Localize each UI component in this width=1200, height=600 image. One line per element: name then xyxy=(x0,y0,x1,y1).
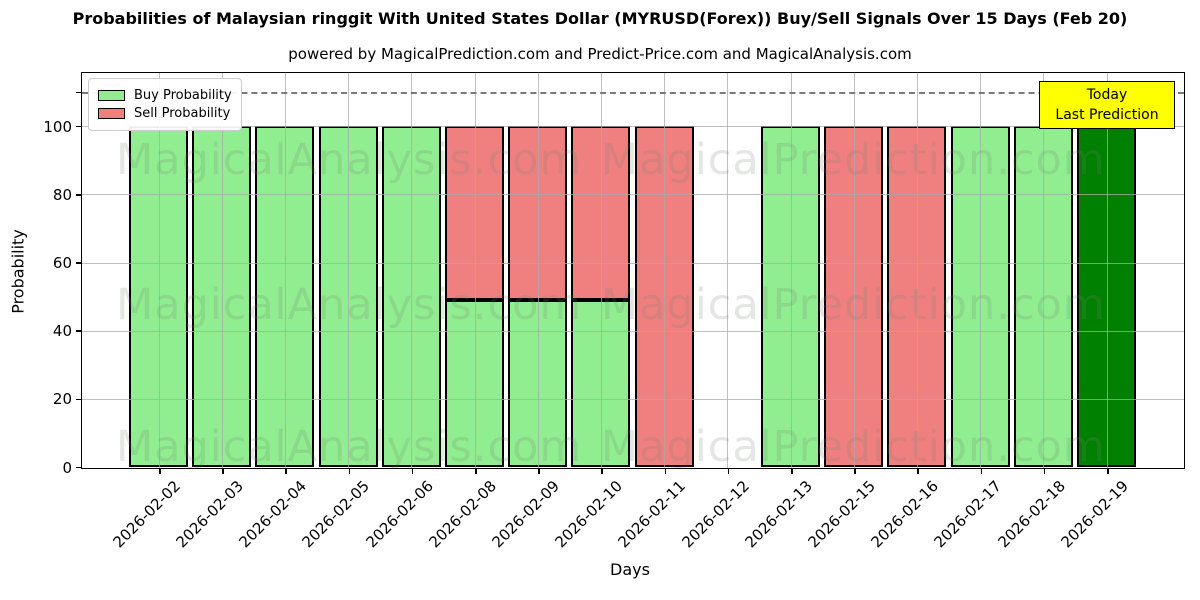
today-annotation-box: Today Last Prediction xyxy=(1039,81,1175,129)
watermark-layer: MagicalAnalysis.com MagicalPrediction.com… xyxy=(82,73,1184,468)
vertical-gridline xyxy=(221,73,223,468)
chart-title: Probabilities of Malaysian ringgit With … xyxy=(72,9,1128,28)
x-axis-title: Days xyxy=(610,560,650,579)
y-tick xyxy=(76,330,81,332)
gridlines-layer xyxy=(82,73,1184,468)
x-tick-label: 2026-02-19 xyxy=(1057,477,1132,552)
x-tick-label: 2026-02-15 xyxy=(804,477,879,552)
y-axis-title: Probability xyxy=(8,229,28,314)
horizontal-gridline xyxy=(82,126,1184,128)
x-tick xyxy=(222,469,224,474)
legend: Buy Probability Sell Probability xyxy=(88,78,242,131)
y-tick xyxy=(76,466,81,469)
sell-swatch-icon xyxy=(98,108,125,119)
legend-item-buy: Buy Probability xyxy=(98,88,232,103)
x-tick-label: 2026-02-13 xyxy=(741,477,816,552)
x-tick-label: 2026-02-11 xyxy=(614,477,690,552)
x-tick xyxy=(1107,469,1109,474)
y-tick xyxy=(76,194,81,196)
y-tick-minor xyxy=(76,91,81,94)
legend-item-sell: Sell Probability xyxy=(98,106,232,121)
y-tick-label: 100 xyxy=(43,117,72,136)
y-tick xyxy=(76,125,81,128)
chart-subtitle: powered by MagicalPrediction.com and Pre… xyxy=(288,45,912,63)
vertical-gridline xyxy=(600,73,602,468)
vertical-gridline xyxy=(537,73,539,468)
vertical-gridline xyxy=(348,73,350,468)
watermark-text: MagicalPrediction.com xyxy=(601,422,1106,469)
x-tick xyxy=(727,469,730,474)
y-tick-label: 0 xyxy=(62,458,72,477)
vertical-gridline xyxy=(727,73,729,468)
x-tick-label: 2026-02-04 xyxy=(235,477,311,552)
y-tick-label: 20 xyxy=(52,390,72,409)
vertical-gridline xyxy=(790,73,792,468)
vertical-gridline xyxy=(853,73,855,468)
vertical-gridline xyxy=(916,73,918,468)
watermark-text: MagicalPrediction.com xyxy=(601,135,1106,185)
plot-area: MagicalAnalysis.com MagicalPrediction.com… xyxy=(81,72,1185,469)
x-tick xyxy=(917,469,919,474)
x-tick-label: 2026-02-12 xyxy=(678,477,753,552)
x-tick xyxy=(411,469,414,474)
legend-label-sell: Sell Probability xyxy=(134,106,231,121)
x-tick xyxy=(664,469,667,474)
x-tick xyxy=(348,469,351,474)
today-annotation-line1: Today xyxy=(1086,87,1128,103)
x-tick xyxy=(601,469,603,474)
x-tick-label: 2026-02-10 xyxy=(551,477,627,552)
today-annotation-line2: Last Prediction xyxy=(1055,107,1159,123)
x-tick-label: 2026-02-03 xyxy=(172,477,247,552)
horizontal-gridline xyxy=(82,262,1184,264)
x-tick xyxy=(980,469,983,474)
watermark-text: MagicalAnalysis.com xyxy=(116,135,583,185)
y-tick-label: 60 xyxy=(52,254,72,272)
vertical-gridline xyxy=(411,73,413,468)
y-tick-label: 80 xyxy=(52,185,72,204)
x-tick xyxy=(1043,469,1046,474)
x-tick-label: 2026-02-06 xyxy=(362,477,437,552)
x-tick xyxy=(475,469,477,474)
x-tick-label: 2026-02-16 xyxy=(867,477,943,552)
y-tick xyxy=(76,262,81,264)
horizontal-gridline xyxy=(82,330,1184,332)
watermark-text: MagicalAnalysis.com xyxy=(116,280,583,330)
x-tick xyxy=(854,469,856,474)
x-tick-label: 2026-02-05 xyxy=(298,477,374,552)
watermark-text: MagicalAnalysis.com xyxy=(116,422,583,469)
vertical-gridline xyxy=(284,73,286,468)
vertical-gridline xyxy=(1043,73,1045,468)
legend-label-buy: Buy Probability xyxy=(134,88,232,103)
vertical-gridline xyxy=(158,73,160,468)
x-tick-label: 2026-02-09 xyxy=(488,477,563,552)
x-tick-label: 2026-02-18 xyxy=(994,477,1069,552)
x-tick-label: 2026-02-02 xyxy=(109,477,184,552)
vertical-gridline xyxy=(980,73,982,468)
vertical-gridline xyxy=(664,73,666,468)
threshold-dashed-line xyxy=(82,92,1184,95)
x-tick xyxy=(285,469,287,474)
x-tick-label: 2026-02-17 xyxy=(930,477,1006,552)
horizontal-gridline xyxy=(82,398,1184,400)
y-tick-label: 40 xyxy=(52,322,72,341)
x-tick xyxy=(791,469,793,474)
horizontal-gridline xyxy=(82,194,1184,196)
x-tick xyxy=(159,469,161,474)
x-tick-label: 2026-02-08 xyxy=(425,477,500,552)
y-tick xyxy=(76,398,81,401)
x-tick xyxy=(538,469,540,474)
buy-swatch-icon xyxy=(98,90,125,101)
vertical-gridline xyxy=(1106,73,1108,468)
watermark-text: MagicalPrediction.com xyxy=(601,280,1106,330)
vertical-gridline xyxy=(474,73,476,468)
